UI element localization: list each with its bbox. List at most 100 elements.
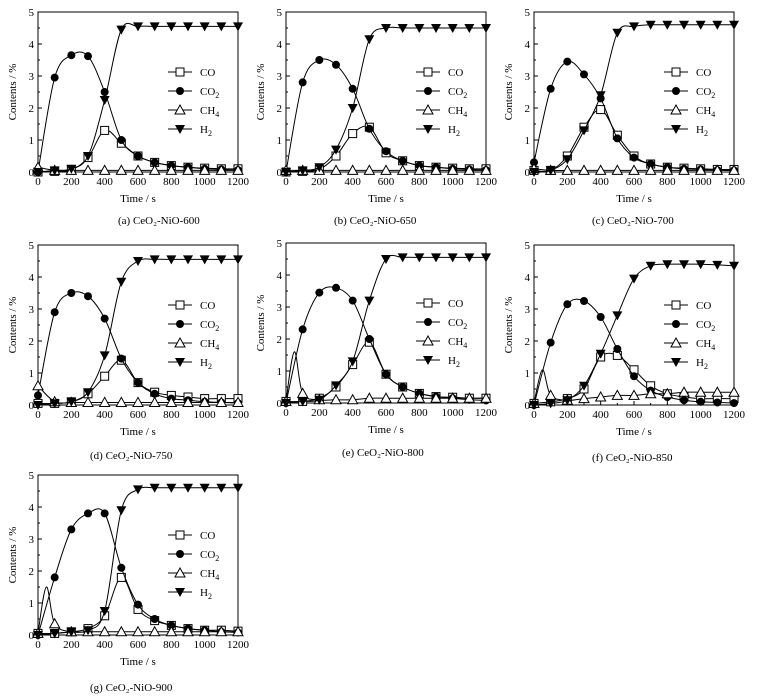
data-point [315, 56, 324, 64]
data-point [397, 24, 408, 33]
data-point [82, 396, 94, 407]
series-filled-triangle-down [33, 255, 243, 410]
data-point [347, 357, 358, 367]
data-point [331, 381, 341, 391]
data-point [712, 20, 723, 30]
data-point [281, 399, 291, 408]
x-tick-label: 600 [130, 409, 147, 421]
legend-marker [175, 67, 185, 77]
data-point [613, 345, 622, 353]
y-tick-label: 2 [29, 566, 35, 578]
data-point [446, 164, 459, 175]
data-point [382, 147, 390, 156]
legend-marker [672, 320, 680, 328]
data-point [132, 625, 144, 637]
data-point [215, 164, 228, 175]
y-tick-label: 3 [277, 302, 283, 314]
y-tick-label: 3 [29, 304, 35, 316]
legend: CO CO2 CH4 H2 [168, 530, 219, 601]
legend-marker [670, 103, 682, 115]
panel-caption: (b) CeO₂-NiO-650 [334, 215, 417, 227]
legend-label: H2 [200, 124, 212, 138]
data-point [629, 22, 639, 32]
x-tick-label: 1200 [475, 176, 498, 188]
data-point [729, 20, 739, 30]
chart-svg: 0 200 400 600 800 1000 1200 0 1 2 3 4 5 Time / s Conte… [503, 240, 746, 438]
data-point [148, 625, 161, 637]
series-filled-circle [282, 56, 490, 176]
data-point [431, 253, 441, 263]
x-tick-label: 1000 [194, 176, 217, 188]
data-point [463, 164, 476, 175]
data-point [398, 156, 407, 165]
x-tick-label: 600 [130, 176, 147, 188]
data-point [481, 253, 491, 263]
data-point [729, 261, 739, 271]
data-point [612, 28, 623, 38]
legend-label: H2 [200, 357, 212, 371]
data-point [629, 274, 639, 284]
legend: CO CO2 CH4 H2 [664, 300, 715, 371]
data-point [133, 22, 143, 32]
chart-svg: 0 200 400 600 800 1000 1200 0 1 2 3 4 5 Time / s Conte… [255, 238, 498, 436]
data-point [297, 397, 308, 407]
data-point [594, 390, 607, 402]
x-tick-label: 1000 [442, 407, 465, 419]
data-point [431, 24, 441, 33]
series-open-triangle-up [280, 351, 492, 406]
data-point [134, 378, 142, 387]
data-point [183, 483, 193, 493]
data-point [397, 253, 408, 263]
data-point [346, 393, 359, 405]
y-tick-label: 3 [525, 304, 531, 316]
series-line [533, 24, 734, 173]
data-point [167, 621, 176, 630]
data-point [346, 164, 359, 175]
x-tick-label: 1000 [194, 639, 217, 651]
y-tick-label: 0 [29, 167, 35, 179]
legend: CO CO2 CH4 H2 [416, 67, 467, 138]
panel-caption: (e) CeO₂-NiO-800 [342, 447, 424, 459]
data-point [232, 396, 244, 407]
legend-marker [671, 300, 681, 310]
y-axis-label: Contents / % [7, 297, 19, 354]
x-axis-label: Time / s [120, 656, 156, 668]
data-point [430, 164, 442, 175]
data-point [149, 22, 160, 32]
data-point [678, 386, 690, 397]
data-point [695, 20, 706, 30]
legend-label: CH4 [448, 336, 467, 350]
y-tick-label: 1 [277, 366, 283, 378]
data-point [728, 164, 740, 175]
series-filled-triangle-down [33, 483, 243, 640]
legend-marker [175, 358, 185, 367]
y-tick-label: 0 [277, 398, 283, 410]
data-point [630, 372, 638, 381]
data-point [594, 164, 607, 175]
x-tick-label: 400 [592, 409, 609, 421]
data-point [49, 166, 60, 176]
data-point [99, 351, 110, 361]
legend-marker [423, 67, 433, 77]
legend-marker [175, 125, 185, 134]
data-point [579, 126, 589, 136]
x-tick-label: 400 [96, 639, 113, 651]
data-point [447, 253, 458, 263]
data-point [66, 397, 77, 407]
legend-marker [671, 358, 681, 367]
data-point [680, 396, 688, 405]
panel-caption: (d) CeO₂-NiO-750 [90, 450, 173, 462]
legend-label: CO2 [696, 86, 715, 100]
legend-marker [175, 530, 185, 540]
y-tick-label: 3 [277, 71, 283, 83]
data-point [66, 627, 77, 637]
data-point [396, 392, 409, 403]
y-tick-label: 0 [29, 630, 35, 642]
panel-caption: (c) CeO₂-NiO-700 [592, 215, 674, 227]
y-tick-label: 3 [29, 71, 35, 83]
data-point [148, 164, 161, 175]
legend-marker [671, 125, 681, 134]
legend-label: CO [448, 67, 463, 79]
data-point [150, 615, 159, 623]
data-point [630, 153, 638, 162]
